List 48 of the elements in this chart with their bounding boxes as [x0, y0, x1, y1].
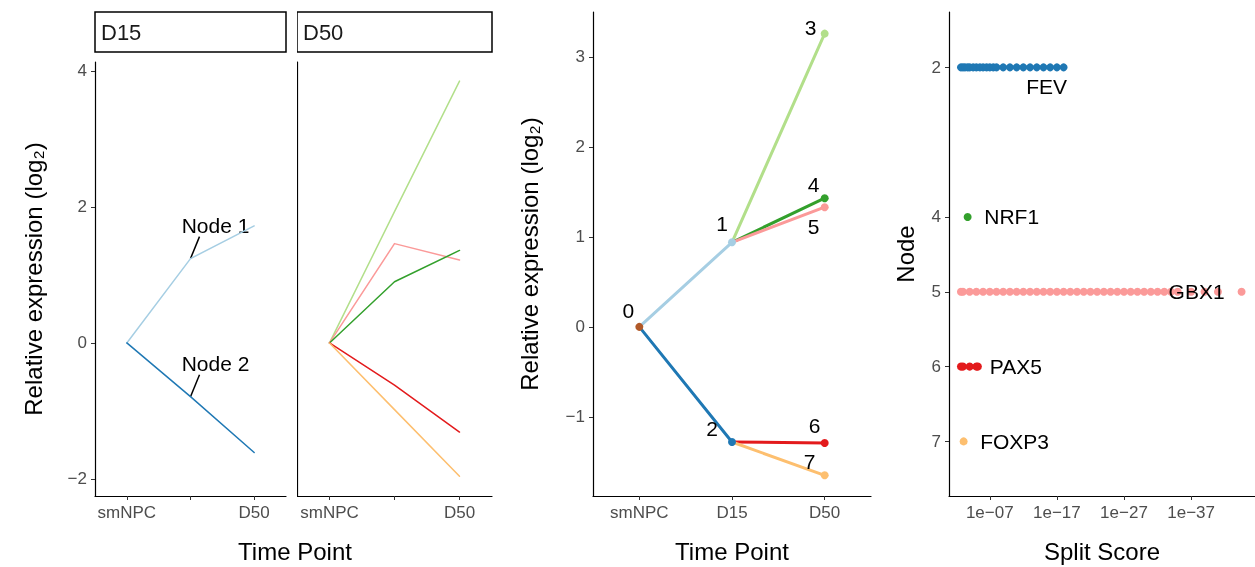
y-tick-label: 3 [575, 47, 585, 67]
chart-title: D15 [101, 19, 142, 45]
annotation: Node 2 [181, 352, 250, 376]
annotation: GBX1 [1168, 280, 1225, 304]
y-tick-label: 0 [77, 333, 87, 353]
y-tick-label: 5 [931, 282, 941, 302]
y-tick-label: −1 [565, 407, 585, 427]
annotation: 4 [807, 172, 820, 196]
x-tick-label: 1e−37 [1167, 503, 1215, 522]
annotation: 2 [706, 416, 718, 440]
y-tick-label: 2 [575, 137, 585, 157]
y-tick-label: 4 [931, 207, 941, 227]
y-tick-label: 0 [575, 317, 585, 337]
y-tick-label: 7 [931, 431, 941, 451]
annotation: 1 [716, 211, 728, 235]
annotation: 7 [803, 449, 816, 473]
x-axis-title: Time Point [675, 537, 790, 565]
y-tick-label: 2 [77, 197, 87, 217]
annotation: 5 [807, 214, 820, 238]
x-tick-label: D50 [443, 503, 476, 522]
x-tick-label: D15 [716, 503, 748, 522]
annotation: NRF1 [984, 205, 1040, 229]
chart-title: D50 [303, 19, 344, 45]
x-axis-title: Split Score [1043, 537, 1161, 565]
y-axis-title: Relative expression (log₂) [19, 142, 47, 416]
x-tick-label: 1e−07 [965, 503, 1014, 522]
x-tick-label: smNPC [97, 503, 157, 522]
annotation: 3 [804, 16, 817, 40]
x-tick-label: 1e−27 [1100, 503, 1148, 522]
y-tick-label: 1 [575, 227, 585, 247]
y-axis-title: Node [891, 225, 919, 283]
y-tick-label: −2 [67, 469, 87, 489]
y-tick-label: 4 [77, 61, 87, 81]
x-tick-label: D50 [809, 503, 841, 522]
annotation: FEV [1026, 74, 1068, 98]
annotation: PAX5 [989, 355, 1042, 379]
annotation: Node 1 [181, 214, 250, 238]
annotation: FOXP3 [980, 429, 1050, 453]
x-tick-label: D50 [238, 503, 270, 522]
x-axis-title: Time Point [238, 537, 353, 565]
y-axis-title: Relative expression (log₂) [515, 117, 543, 391]
y-tick-label: 6 [931, 357, 941, 377]
y-tick-label: 2 [931, 57, 941, 77]
x-tick-label: smNPC [610, 503, 669, 522]
annotation: 0 [622, 299, 635, 323]
x-tick-label: 1e−17 [1033, 503, 1081, 522]
x-tick-label: smNPC [300, 503, 359, 522]
annotation: 6 [808, 414, 821, 438]
